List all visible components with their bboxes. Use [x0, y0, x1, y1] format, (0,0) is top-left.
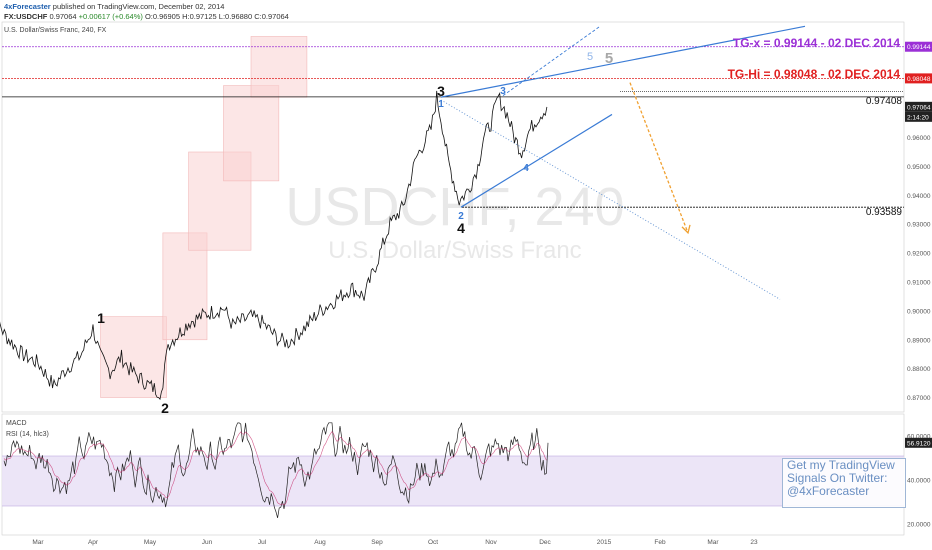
- fib-boxes: [100, 36, 308, 398]
- time-tick-label: May: [144, 539, 157, 546]
- extension-trendline: [502, 25, 601, 97]
- publish-info: 4xForecaster published on TradingView.co…: [4, 2, 224, 11]
- projection-arrow: [629, 82, 689, 234]
- time-tick-label: Mar: [707, 539, 719, 546]
- target-box: [100, 316, 167, 398]
- time-tick-label: Dec: [539, 539, 551, 546]
- wave-label-2: 2: [161, 400, 169, 416]
- indicator-title-macd: MACD: [6, 420, 27, 427]
- promo-line-1: Get my TradingView: [787, 458, 895, 472]
- subwave-label-3: 3: [500, 86, 506, 97]
- time-tick-label: Nov: [485, 539, 497, 546]
- price-tag-bg: [905, 111, 932, 122]
- published-text: published on TradingView.com, December 0…: [52, 2, 225, 11]
- tg-x-label: TG-x = 0.99144 - 02 DEC 2014: [733, 36, 900, 50]
- price-tag-bg: [905, 41, 932, 52]
- price-tick-label: 0.93000: [907, 222, 931, 229]
- subwave-label-5: 5: [587, 51, 593, 63]
- price-tick-label: 0.88000: [907, 366, 931, 373]
- price-tick-label: 0.89000: [907, 337, 931, 344]
- price-axis: 0.99144 0.98048 0.97064 2:14:20 0.96000 0.950…: [905, 41, 932, 402]
- indicator-tag-bg: [905, 437, 932, 448]
- time-tick-label: Oct: [428, 539, 438, 546]
- lower-trendline: [460, 113, 613, 208]
- target-box: [250, 36, 308, 98]
- price-tick-label: 0.96000: [907, 135, 931, 142]
- indicator-tick-label: 40.0000: [907, 478, 931, 485]
- price-tag: 0.99144: [907, 44, 931, 51]
- time-tick-label: Aug: [314, 539, 326, 546]
- indicator-title-rsi: RSI (14, hlc3): [6, 431, 49, 438]
- symbol-change: +0.00617 (+0.64%): [78, 12, 143, 21]
- price-tick-label: 0.94000: [907, 193, 931, 200]
- promo-line-3: @4xForecaster: [787, 484, 870, 498]
- indicator-tick-label: 20.0000: [907, 522, 931, 529]
- level-low-label: 0.93589: [866, 207, 903, 218]
- time-tick-label: 2015: [597, 539, 612, 546]
- time-tick-label: Sep: [371, 539, 383, 546]
- time-axis: Mar Apr May Jun Jul Aug Sep Oct Nov Dec 2015 Feb Mar…: [32, 539, 758, 546]
- subwave-label-4: 4: [523, 163, 529, 174]
- price-tick-label: 0.87000: [907, 395, 931, 402]
- price-tag: 0.98048: [907, 76, 931, 83]
- publisher-link[interactable]: 4xForecaster: [4, 2, 51, 11]
- target-box: [162, 232, 208, 341]
- time-tick-label: Jun: [202, 539, 213, 546]
- price-tag: 2:14:20: [907, 114, 929, 121]
- indicator-tick-label: 60.0000: [907, 434, 931, 441]
- price-tick-label: 0.95000: [907, 164, 931, 171]
- target-box: [223, 85, 280, 182]
- main-pane: [1, 21, 905, 413]
- rsi-band: [2, 456, 904, 506]
- horizontal-levels: [2, 46, 904, 208]
- symbol-ohlc: O:0.96905 H:0.97125 L:0.96880 C:0.97064: [144, 12, 289, 21]
- rsi-signal-series: [3, 431, 547, 506]
- symbol-price: 0.97064: [49, 12, 77, 21]
- twitter-promo[interactable]: Get my TradingView Signals On Twitter: @…: [782, 458, 906, 508]
- level-high-label: 0.97408: [866, 96, 903, 107]
- time-tick-label: 23: [750, 539, 758, 546]
- upper-trendline: [440, 25, 806, 98]
- price-series: [0, 90, 548, 401]
- price-tag: 0.97064: [907, 104, 931, 111]
- price-tick-label: 0.92000: [907, 251, 931, 258]
- chart-subtitle: U.S. Dollar/Swiss Franc, 240, FX: [4, 27, 107, 34]
- wave-label-3: 3: [437, 83, 445, 99]
- price-tick-label: 0.91000: [907, 280, 931, 287]
- trend-drawings: [440, 25, 806, 300]
- price-tag-bg: [905, 101, 932, 112]
- wave-label-1: 1: [97, 310, 105, 326]
- time-tick-label: Mar: [32, 539, 44, 546]
- promo-line-2: Signals On Twitter:: [787, 471, 888, 485]
- price-tag-bg: [905, 73, 932, 84]
- symbol-name: FX:USDCHF: [4, 12, 48, 21]
- dotted-channel-line: [440, 99, 781, 300]
- time-tick-label: Feb: [654, 539, 666, 546]
- wave-label-4: 4: [457, 220, 465, 236]
- time-tick-label: Apr: [88, 539, 99, 546]
- subwave-label-2: 2: [458, 211, 464, 222]
- subwave-label-1: 1: [438, 99, 444, 110]
- time-tick-label: Jul: [258, 539, 267, 546]
- indicator-tag: 56.9120: [907, 440, 931, 447]
- price-tick-label: 0.90000: [907, 308, 931, 315]
- wave-label-5-projected: 5: [605, 50, 613, 67]
- symbol-info: FX:USDCHF 0.97064 +0.00617 (+0.64%) O:0.…: [4, 12, 289, 21]
- tg-hi-label: TG-Hi = 0.98048 - 02 DEC 2014: [728, 67, 901, 81]
- projection-arrowhead: [681, 224, 691, 235]
- watermark-name: U.S. Dollar/Swiss Franc: [328, 237, 581, 264]
